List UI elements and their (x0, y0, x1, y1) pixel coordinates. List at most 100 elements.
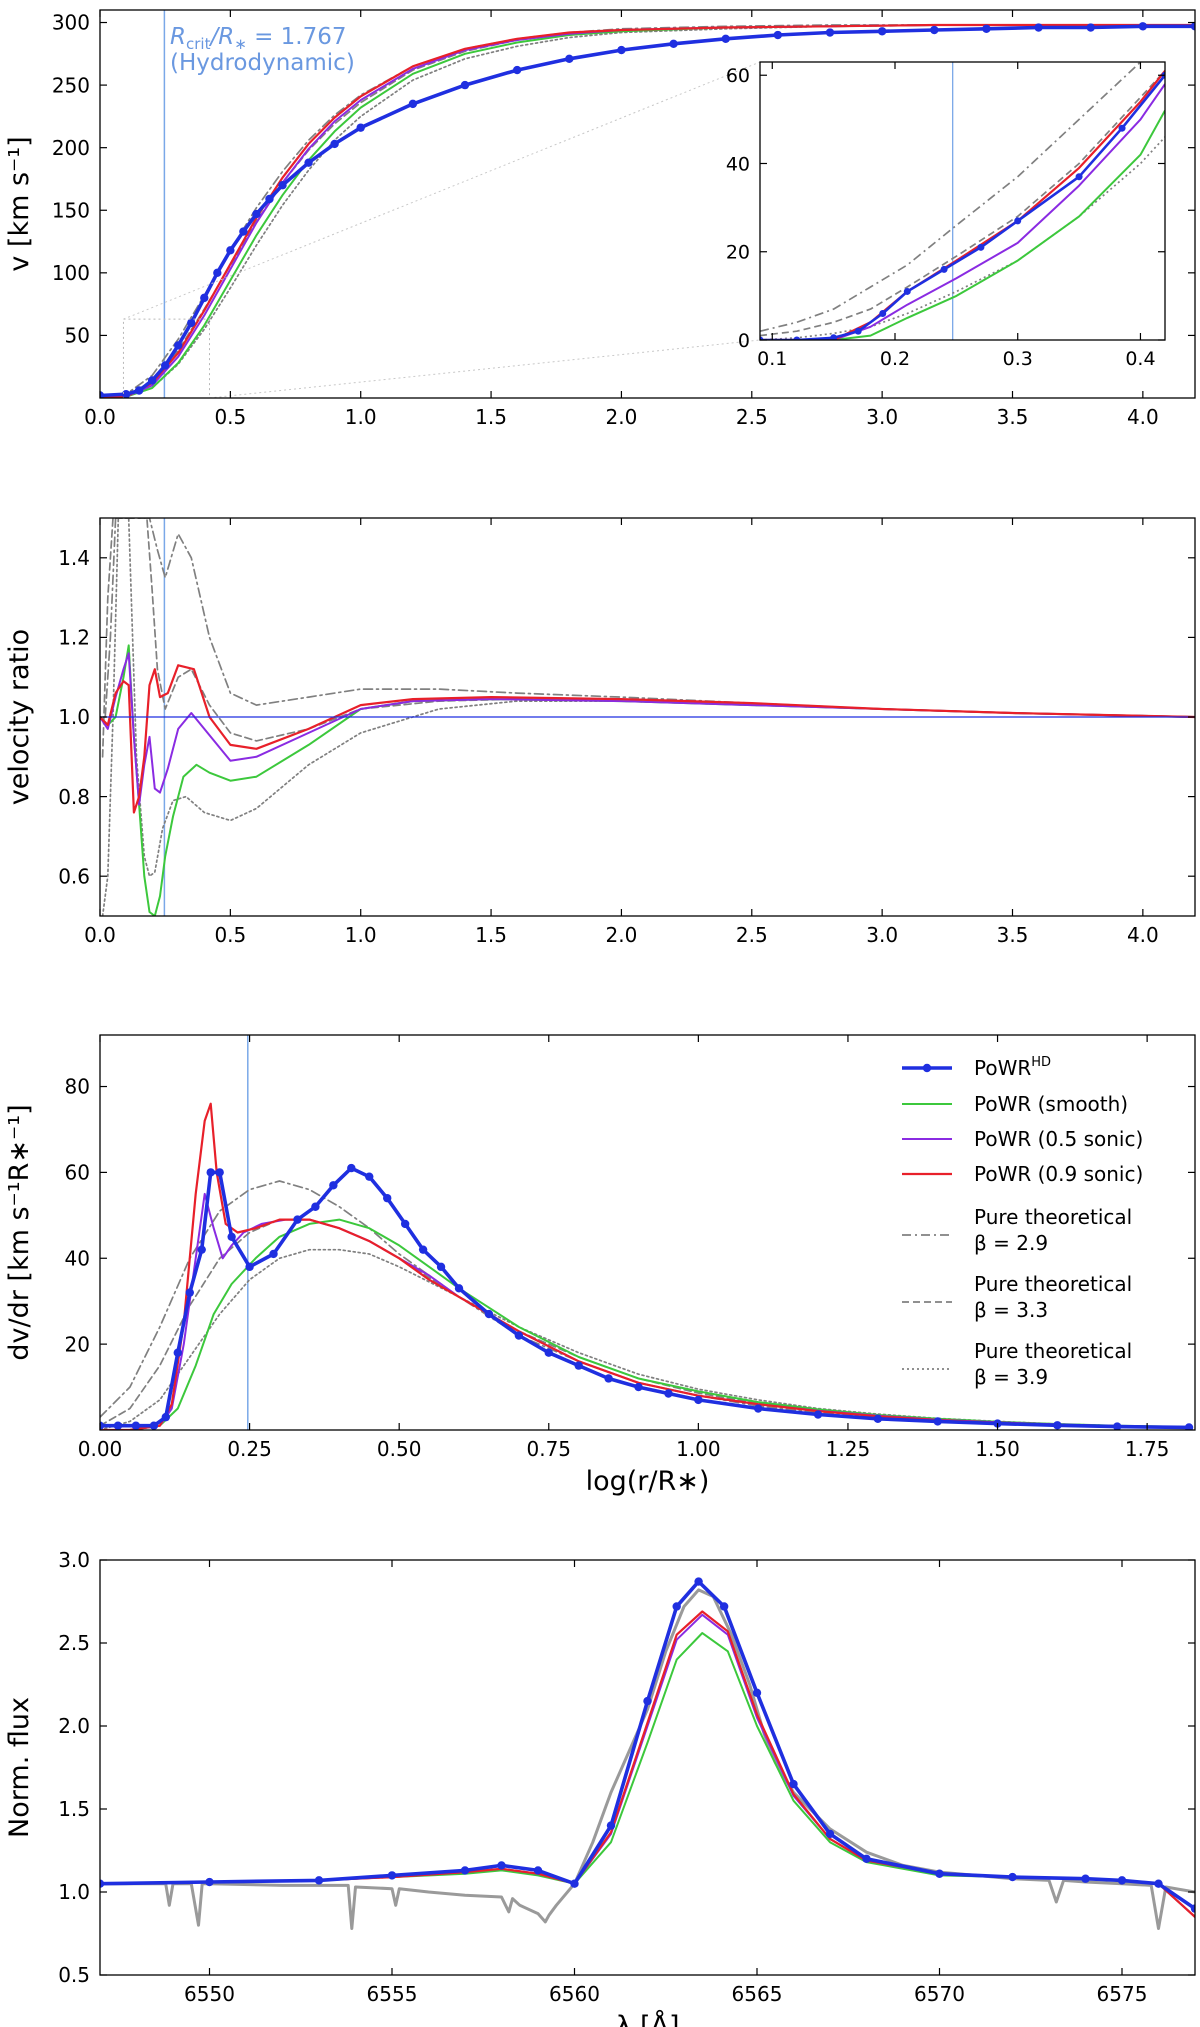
chart2-point-powr-hd (206, 1168, 215, 1177)
chart2-point-powr-hd (544, 1348, 553, 1357)
chart3-point-powr-hd (1081, 1874, 1090, 1883)
chart3-point-powr-hd (100, 1879, 105, 1888)
chart1-ylabel: velocity ratio (4, 629, 35, 805)
chart1-ytick-label: 1.2 (58, 626, 90, 650)
chart0-point-powr-hd (174, 341, 183, 350)
inset-point-powr-hd (1118, 124, 1126, 132)
inset-frame (759, 61, 1166, 341)
crit-annotation: Rcrit/R∗ = 1.767 (170, 24, 347, 53)
chart0-point-powr-hd (1034, 23, 1043, 32)
chart3-frame (99, 1559, 1196, 1976)
chart1-series-powr-smooth (100, 644, 1195, 916)
inset-series-pure-theoretical-3-9 (760, 136, 1165, 340)
chart3-point-powr-hd (387, 1871, 397, 1880)
chart2-point-powr-hd (347, 1163, 356, 1173)
chart0-point-powr-hd (134, 386, 144, 395)
legend-label: Pure theoretical (974, 1339, 1132, 1363)
chart3-point-powr-hd (935, 1869, 944, 1878)
inset-ytick-label: 0 (738, 330, 750, 352)
chart0-point-powr-hd (304, 158, 313, 167)
chart2-point-powr-hd (161, 1412, 171, 1422)
chart0-series-pure-theoretical-2-9 (100, 24, 1195, 398)
legend-label-beta: β = 3.9 (974, 1365, 1048, 1389)
inset-series-powr-smooth (760, 110, 1165, 340)
inset-xtick-label: 0.4 (1125, 348, 1155, 370)
chart0-point-powr-hd (982, 24, 991, 33)
chart2-point-powr-hd (293, 1215, 302, 1224)
inset-point-powr-hd (760, 336, 764, 340)
chart3-point-powr-hd (1008, 1872, 1017, 1882)
chart3-point-powr-hd (752, 1688, 762, 1698)
chart2-ylabel: dv/dr [km s⁻¹R∗⁻¹] (4, 1104, 35, 1360)
chart3-ytick-label: 1.0 (58, 1880, 90, 1904)
chart2-point-powr-hd (514, 1331, 524, 1340)
chart2-point-powr-hd (311, 1202, 320, 1211)
chart0-ytick-label: 100 (52, 261, 90, 285)
chart3-point-powr-hd (606, 1821, 616, 1830)
chart2-xtick-label: 1.00 (676, 1437, 721, 1461)
chart0-point-powr-hd (721, 34, 730, 43)
chart0-xtick-label: 2.5 (736, 405, 768, 429)
chart1-ytick-label: 0.8 (58, 785, 90, 809)
chart3-point-powr-hd (314, 1876, 324, 1885)
chart3-point-powr-hd (672, 1602, 681, 1611)
chart1-xtick-label: 3.5 (997, 923, 1029, 947)
chart3-point-powr-hd (825, 1829, 835, 1839)
chart2-ytick-label: 40 (65, 1246, 90, 1270)
chart3-point-powr-hd (862, 1854, 871, 1864)
chart2-point-powr-hd (753, 1404, 763, 1413)
chart2-xtick-label: 1.75 (1125, 1437, 1170, 1461)
legend-label: PoWR (0.5 sonic) (974, 1127, 1143, 1151)
chart0-ytick-label: 150 (52, 198, 90, 222)
chart2-point-powr-hd (173, 1348, 182, 1357)
chart2-point-powr-hd (383, 1193, 392, 1203)
chart0-point-powr-hd (825, 28, 835, 37)
chart1-xtick-label: 3.0 (866, 923, 898, 947)
chart0-point-powr-hd (1086, 23, 1095, 32)
chart3-point-powr-hd (570, 1879, 579, 1888)
chart0-ytick-label: 50 (65, 324, 90, 348)
chart3-ytick-label: 1.5 (58, 1797, 90, 1821)
chart1-series-powr-0-5-sonic (100, 652, 1195, 806)
chart0-point-powr-hd (187, 318, 196, 328)
chart2-point-powr-hd (418, 1245, 428, 1254)
chart0-point-powr-hd (200, 293, 209, 303)
inset-ytick-label: 20 (726, 242, 750, 264)
chart3-ytick-label: 0.5 (58, 1963, 90, 1987)
zoom-connector (209, 339, 761, 399)
chart2-xtick-label: 0.75 (527, 1437, 572, 1461)
legend-label-beta: β = 2.9 (974, 1231, 1048, 1255)
chart2-point-powr-hd (215, 1168, 224, 1177)
chart3-series-powr-0-9-sonic (100, 1610, 1195, 1919)
inset-ytick-label: 40 (726, 153, 750, 175)
chart0-xtick-label: 3.5 (997, 405, 1029, 429)
chart3-ytick-label: 2.0 (58, 1714, 90, 1738)
chart0-point-powr-hd (239, 227, 248, 236)
chart2-point-powr-hd (1113, 1422, 1122, 1430)
chart1-ytick-label: 1.4 (58, 546, 90, 570)
chart3-point-powr-hd (719, 1602, 729, 1611)
chart0-ytick-label: 200 (52, 136, 90, 160)
chart0-point-powr-hd (617, 45, 626, 55)
zoom-region (122, 318, 210, 399)
legend: PoWRHD PoWR (smooth) PoWR (0.5 sonic) PoWR … (902, 1055, 1143, 1389)
chart1-ytick-label: 0.6 (58, 864, 90, 888)
chart0-point-powr-hd (565, 54, 574, 64)
chart0-xtick-label: 1.5 (475, 405, 507, 429)
chart0-point-powr-hd (330, 139, 339, 149)
chart0-point-powr-hd (669, 39, 678, 48)
chart3-point-powr-hd (789, 1779, 798, 1789)
chart2-point-powr-hd (185, 1288, 194, 1297)
chart1-series-pure-theoretical-2-9 (104, 518, 1195, 718)
chart3-xlabel: λ [Å] (615, 2010, 679, 2027)
chart0-xtick-label: 3.0 (866, 405, 898, 429)
chart0-point-powr-hd (356, 123, 365, 132)
legend-label-beta: β = 3.3 (974, 1298, 1048, 1322)
legend-label: Pure theoretical (974, 1272, 1132, 1296)
chart2-point-powr-hd (436, 1262, 446, 1272)
inset-series-pure-theoretical-2-9 (760, 62, 1142, 333)
chart0-point-powr-hd (408, 99, 418, 109)
panel-halpha-profile: 6550 6555 6560 6565 6570 6575 0.5 1.0 1.5 2.0 2.5 3… (4, 1548, 1196, 2027)
chart3-xtick-label: 6570 (914, 1982, 965, 2006)
